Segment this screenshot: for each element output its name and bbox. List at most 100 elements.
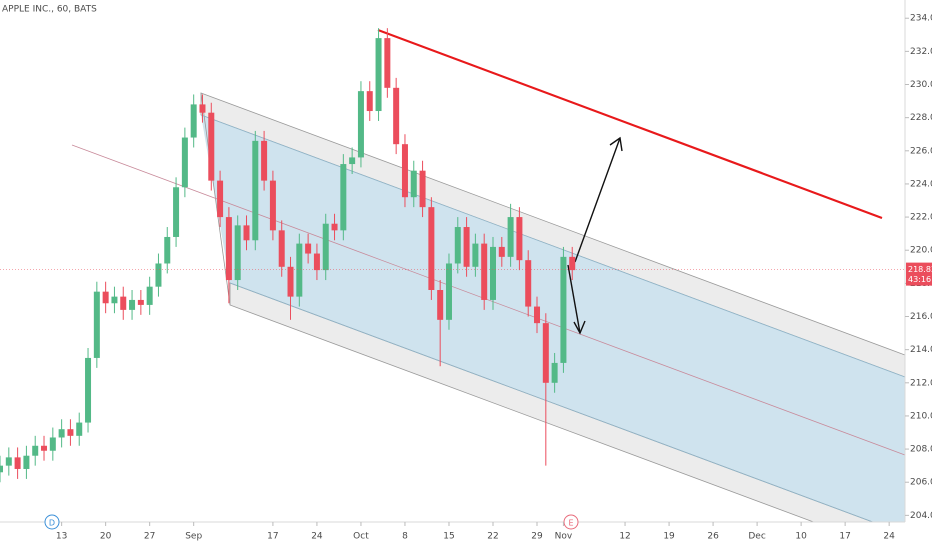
candle-body: [534, 306, 541, 324]
x-tick-label: Nov: [555, 532, 573, 542]
candle-body: [313, 253, 320, 271]
candle-body: [296, 243, 303, 297]
candle-body: [507, 217, 514, 257]
candle-body: [401, 144, 408, 198]
candle-body: [14, 457, 21, 469]
candle-body: [305, 243, 312, 254]
candle-body: [357, 91, 364, 158]
candle-body: [569, 256, 576, 271]
candle-body: [269, 180, 276, 231]
y-tick-label: 220.00: [910, 246, 932, 256]
candle-body: [419, 170, 426, 208]
x-tick-label: 12: [619, 532, 630, 542]
candle-body: [190, 104, 197, 138]
y-tick-label: 228.00: [910, 113, 932, 123]
candle-body: [0, 465, 3, 473]
candle-body: [225, 217, 232, 281]
candle-body: [481, 243, 488, 300]
candle-body: [199, 104, 206, 113]
candle-body: [463, 227, 470, 267]
candle-body: [23, 455, 30, 469]
x-tick-label: 24: [311, 532, 323, 542]
candle-body: [173, 187, 180, 237]
candle-body: [542, 323, 549, 383]
y-tick-label: 212.00: [910, 378, 932, 388]
candle-body: [208, 112, 215, 181]
x-tick-label: 26: [707, 532, 719, 542]
x-tick-label: 24: [883, 532, 895, 542]
candle-body: [340, 164, 347, 231]
x-tick-label: 13: [56, 532, 67, 542]
candle-body: [349, 157, 356, 165]
channel-inner: [201, 115, 905, 522]
x-tick-label: Dec: [748, 532, 765, 542]
y-tick-label: 226.00: [910, 146, 932, 156]
candle-body: [67, 429, 74, 436]
countdown-label: 43:16: [908, 275, 931, 284]
x-tick-label: 27: [144, 532, 155, 542]
candle-body: [32, 445, 39, 456]
candles: [0, 28, 576, 483]
x-tick-label: 10: [795, 532, 807, 542]
channel-line: [200, 114, 905, 378]
candle-body: [375, 38, 382, 112]
x-tick-label: 19: [663, 532, 675, 542]
candle-body: [472, 243, 479, 267]
candle-body: [137, 299, 144, 305]
candle-body: [560, 256, 567, 363]
earnings-marker[interactable]: [563, 514, 579, 530]
candle-body: [525, 260, 532, 307]
candle-body: [287, 266, 294, 297]
candle-body: [410, 170, 417, 198]
y-tick-label: 210.00: [910, 411, 932, 421]
median-line: [71, 144, 905, 456]
y-tick-label: 234.00: [910, 14, 932, 24]
x-tick-label: Sep: [185, 532, 202, 542]
candle-body: [111, 296, 118, 304]
x-tick-label: Oct: [353, 532, 369, 542]
dividend-marker[interactable]: [44, 514, 60, 530]
candle-body: [445, 263, 452, 320]
y-tick-label: 216.00: [910, 312, 932, 322]
arrows: [567, 136, 623, 335]
candle-body: [252, 140, 259, 241]
trend-line: [377, 28, 883, 220]
candle-body: [261, 140, 268, 181]
candle-body: [331, 223, 338, 231]
y-tick-label: 204.00: [910, 511, 932, 521]
candle-body: [516, 217, 523, 261]
x-tick-label: 20: [100, 532, 112, 542]
x-tick-label: 15: [443, 532, 454, 542]
candle-body: [41, 445, 48, 451]
candle-body: [322, 223, 329, 271]
candle-body: [428, 207, 435, 290]
x-tick-label: 8: [402, 532, 408, 542]
candle-body: [181, 137, 188, 188]
y-tick-label: 208.00: [910, 445, 932, 455]
x-tick-label: 22: [487, 532, 498, 542]
marker-label: E: [568, 519, 573, 528]
x-tick-label: 17: [839, 532, 850, 542]
arrow-head: [573, 320, 586, 335]
drawings: [71, 28, 905, 522]
candle-body: [49, 437, 56, 451]
candle-body: [120, 296, 127, 310]
candle-body: [393, 87, 400, 145]
arrow-head: [609, 136, 623, 152]
y-tick-label: 224.00: [910, 179, 932, 189]
candle-body: [76, 422, 83, 436]
candle-body: [85, 357, 92, 423]
arrow-down: [567, 264, 581, 334]
x-tick-label: 17: [267, 532, 278, 542]
y-tick-label: 206.00: [910, 478, 932, 488]
arrow-up: [574, 137, 621, 263]
candle-body: [278, 230, 285, 267]
last-price-label: 218.83: [908, 265, 932, 274]
candle-body: [146, 286, 153, 305]
last-price-tag: [906, 262, 932, 286]
candle-body: [102, 291, 109, 304]
y-tick-label: 222.00: [910, 213, 932, 223]
y-tick-label: 214.00: [910, 345, 932, 355]
channel-line: [229, 282, 874, 522]
